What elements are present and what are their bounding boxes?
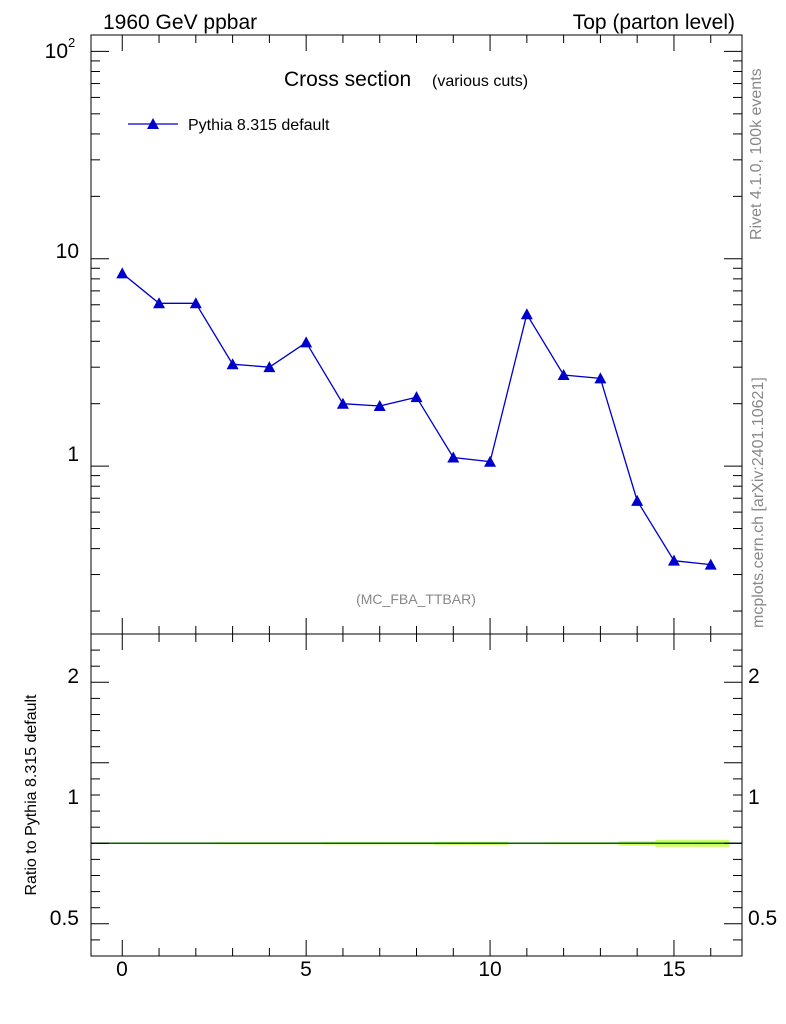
y-tick-label-10: 10 [56, 240, 79, 263]
analysis-name-label: (MC_FBA_TTBAR) [356, 591, 476, 607]
data-point-10 [484, 455, 497, 467]
data-point-8 [410, 391, 423, 403]
series-line [121, 272, 711, 566]
data-point-1 [153, 297, 166, 309]
ratio-y-tick-label-1-right: 1 [748, 786, 760, 809]
ratio-plot-panel: 2 1 0.5 2 1 0.5 0 5 10 15 Ratio to Pythi… [23, 633, 777, 981]
x-tick-label-0: 0 [116, 958, 128, 981]
data-point-15 [667, 554, 680, 566]
main-y-tick-labels: 1 10 10 2 [45, 35, 79, 466]
ratio-x-tick-labels: 0 5 10 15 [116, 958, 686, 981]
legend-triangle-marker [147, 118, 159, 129]
ratio-y-tick-labels: 2 1 0.5 2 1 0.5 [50, 665, 777, 930]
ratio-y-axis-label: Ratio to Pythia 8.315 default [23, 694, 40, 896]
chart-title: Cross section [284, 68, 411, 91]
data-point-14 [631, 494, 644, 506]
chart-subtitle: (various cuts) [432, 73, 528, 90]
x-tick-label-15: 15 [662, 958, 685, 981]
data-point-2 [189, 297, 202, 309]
rivet-version-label: Rivet 4.1.0, 100k events [748, 68, 765, 240]
x-tick-label-10: 10 [478, 958, 501, 981]
ratio-y-tick-label-1-left: 1 [67, 786, 79, 809]
y-tick-label-1: 1 [67, 443, 79, 466]
ratio-y-tick-label-2-left: 2 [67, 665, 79, 688]
ratio-y-tick-label-0.5-left: 0.5 [50, 907, 79, 930]
data-point-4 [263, 361, 276, 373]
y-tick-label-100: 10 [45, 40, 68, 63]
data-point-6 [336, 397, 349, 409]
main-axis-ticks [91, 35, 742, 634]
x-tick-label-5: 5 [300, 958, 312, 981]
data-point-7 [373, 399, 386, 411]
y-tick-label-100-exponent: 2 [68, 35, 75, 50]
header-left-label: 1960 GeV ppbar [103, 11, 257, 34]
legend-entry-label: Pythia 8.315 default [188, 117, 330, 134]
data-point-12 [557, 369, 570, 381]
ratio-plot-frame [90, 633, 743, 957]
data-point-5 [300, 336, 313, 348]
data-point-0 [116, 267, 129, 279]
header-right-label: Top (parton level) [573, 11, 735, 34]
data-point-3 [226, 358, 239, 370]
data-point-13 [594, 372, 607, 384]
legend: Pythia 8.315 default [128, 117, 330, 134]
data-point-11 [520, 308, 533, 320]
ratio-y-tick-label-0.5-right: 0.5 [748, 907, 777, 930]
ratio-y-tick-label-2-right: 2 [748, 665, 760, 688]
mcplots-reference-label: mcplots.cern.ch [arXiv:2401.10621] [750, 377, 767, 628]
data-point-16 [704, 558, 717, 570]
data-point-9 [447, 451, 460, 463]
main-plot-panel: 1 10 10 2 Cross section (various cuts) (… [45, 34, 743, 635]
ratio-axis-ticks [91, 633, 742, 956]
main-data-series [116, 267, 717, 570]
